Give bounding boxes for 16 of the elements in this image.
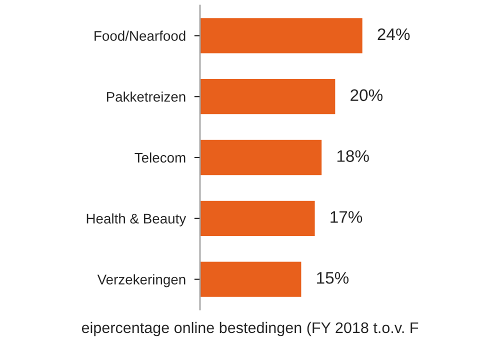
- y-tick-label: Food/Nearfood: [94, 30, 186, 41]
- data-label: 20%: [350, 89, 383, 102]
- data-label: 15%: [317, 272, 349, 284]
- bar: [200, 138, 323, 176]
- y-tick-label: Telecom: [134, 152, 186, 163]
- data-label: 17%: [330, 211, 362, 223]
- y-tick-label: Health & Beauty: [86, 213, 186, 226]
- bar: [200, 260, 303, 298]
- data-label: 24%: [378, 28, 410, 40]
- data-label: 18%: [337, 150, 369, 162]
- y-tick-label: Verzekeringen: [97, 274, 186, 288]
- bar: [200, 78, 337, 116]
- bar: [200, 199, 316, 238]
- x-axis-title: eipercentage online bestedingen (FY 2018 t.o.v. F: [82, 322, 418, 336]
- bar: [200, 16, 364, 55]
- y-tick-label: Pakketreizen: [106, 92, 186, 102]
